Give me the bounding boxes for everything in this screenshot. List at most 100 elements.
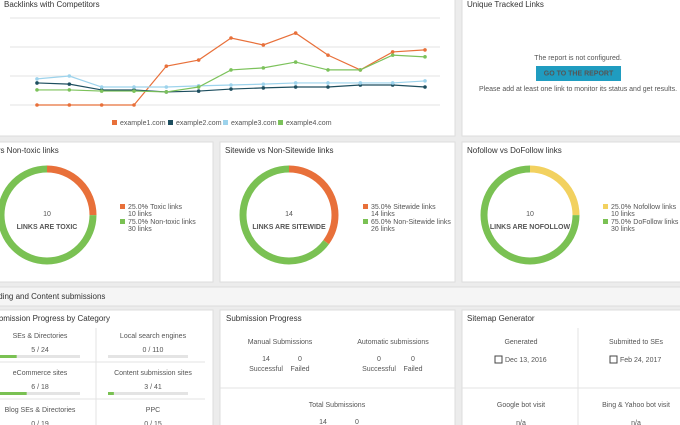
failed-count: 0 xyxy=(355,419,359,425)
category-name: Local search engines xyxy=(120,333,187,340)
successful-label: Successful xyxy=(249,366,283,373)
legend-name: - Nofollow links xyxy=(629,204,677,211)
progress-fill xyxy=(0,392,27,395)
legend-count: 26 links xyxy=(371,226,395,233)
legend-percent: 25.0% xyxy=(128,204,148,211)
button[interactable] xyxy=(536,66,621,81)
failed-label: Failed xyxy=(403,366,422,373)
panel-title: Unique Tracked Links xyxy=(467,0,544,9)
group-name: Manual Submissions xyxy=(248,339,313,346)
progress-fill xyxy=(0,355,17,358)
item-name: Bing & Yahoo bot visit xyxy=(602,402,670,409)
progress-track xyxy=(108,355,188,358)
legend-swatch xyxy=(603,219,608,224)
section-title: Link Building and Content submissions xyxy=(0,292,105,301)
point xyxy=(35,77,39,81)
hint: Please add at least one link to monitor … xyxy=(479,86,677,93)
legend-percent: 25.0% xyxy=(611,204,631,211)
panel-title: Sitewide vs Non-Sitewide links xyxy=(225,146,334,155)
failed-count: 0 xyxy=(298,356,302,363)
point xyxy=(196,85,201,89)
point xyxy=(164,85,169,89)
legend-name: - Non-toxic links xyxy=(146,219,196,226)
calendar-icon xyxy=(494,355,503,364)
legend-percent: 35.0% xyxy=(371,204,391,211)
panel-title: Submission Progress xyxy=(226,314,302,323)
point xyxy=(196,89,201,93)
legend-name: - Non-Sitewide links xyxy=(389,219,451,226)
item-value: n/a xyxy=(631,420,641,425)
legend-label: example3.com xyxy=(231,120,277,127)
legend-count: 10 links xyxy=(611,211,635,218)
point xyxy=(67,103,72,107)
donut-caption: LINKS ARE NOFOLLOW xyxy=(490,224,571,231)
category-count: 6 / 18 xyxy=(31,384,49,391)
item-value: Dec 13, 2016 xyxy=(505,357,547,364)
legend-swatch xyxy=(363,204,368,209)
item-value: Feb 24, 2017 xyxy=(620,357,661,364)
point xyxy=(99,103,104,107)
point xyxy=(293,85,298,89)
point xyxy=(229,36,233,40)
successful-count: 0 xyxy=(377,356,381,363)
category-count: 0 / 15 xyxy=(144,421,162,425)
point xyxy=(261,82,266,86)
category-name: Content submission sites xyxy=(114,370,192,377)
message: The report is not configured. xyxy=(534,55,622,62)
point xyxy=(67,74,72,78)
legend-name: - Sitewide links xyxy=(389,204,436,211)
legend-percent: 65.0% xyxy=(371,219,391,226)
item-value: n/a xyxy=(516,420,526,425)
legend-name: - DoFollow links xyxy=(629,219,679,226)
failed-count: 0 xyxy=(411,356,415,363)
category-count: 0 / 110 xyxy=(143,347,164,354)
legend-label: example1.com xyxy=(120,120,166,127)
item-name: Generated xyxy=(504,339,537,346)
progress-fill xyxy=(108,392,114,395)
item-name: Google bot visit xyxy=(497,402,545,409)
progress-track xyxy=(108,392,188,395)
successful-label: Successful xyxy=(362,366,396,373)
point xyxy=(423,48,427,52)
legend-label: example4.com xyxy=(286,120,332,127)
legend-swatch xyxy=(603,204,608,209)
failed-label: Failed xyxy=(290,366,309,373)
point xyxy=(293,81,298,85)
legend-swatch xyxy=(223,120,228,125)
successful-count: 14 xyxy=(319,419,327,425)
point xyxy=(293,60,298,64)
point xyxy=(35,88,39,92)
point xyxy=(229,87,233,91)
progress-track xyxy=(0,392,80,395)
point xyxy=(164,90,169,94)
point xyxy=(390,50,395,54)
point xyxy=(67,82,72,86)
point xyxy=(261,86,266,90)
legend-count: 14 links xyxy=(371,211,395,218)
point xyxy=(99,89,104,93)
point xyxy=(132,85,136,89)
panel xyxy=(461,309,680,425)
donut-segment xyxy=(239,165,339,265)
point xyxy=(326,68,330,72)
point xyxy=(132,89,136,93)
point xyxy=(423,55,427,59)
category-count: 5 / 24 xyxy=(31,347,49,354)
panel xyxy=(219,309,456,425)
group-name: Automatic submissions xyxy=(357,339,429,346)
legend-swatch xyxy=(278,120,283,125)
donut-caption: LINKS ARE SITEWIDE xyxy=(252,224,326,231)
point xyxy=(229,83,233,87)
legend-label: example2.com xyxy=(176,120,222,127)
point xyxy=(67,88,72,92)
legend-swatch xyxy=(120,219,125,224)
point xyxy=(164,64,169,68)
point xyxy=(326,81,330,85)
calendar-icon xyxy=(609,355,618,364)
chart-title: Backlinks with Competitors xyxy=(4,0,100,9)
item-name: Submitted to SEs xyxy=(609,339,664,346)
donut-segment xyxy=(480,165,580,265)
donut-total: 10 xyxy=(526,211,534,218)
point xyxy=(196,58,201,62)
legend-swatch xyxy=(363,219,368,224)
